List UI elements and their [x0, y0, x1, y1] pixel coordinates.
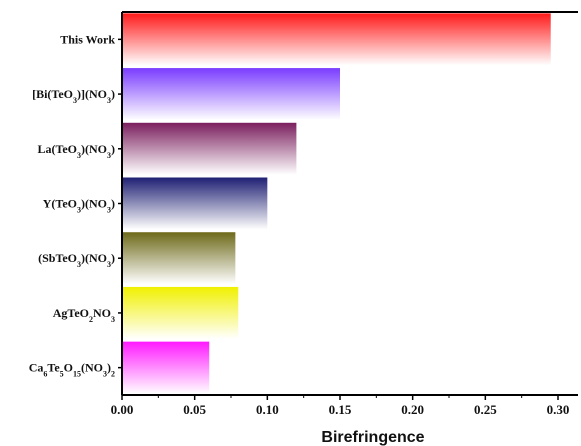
bar-1	[122, 68, 340, 121]
x-axis-title: Birefringence	[321, 429, 424, 446]
category-label-6: Ca6Te5O15(NO3)2	[29, 361, 115, 379]
bars-layer	[122, 13, 551, 394]
x-tick-label-6: 0.30	[547, 402, 570, 417]
category-label-3: Y(TeO3)(NO3)	[43, 197, 115, 215]
x-tick-label-4: 0.20	[401, 402, 424, 417]
category-label-2: La(TeO3)(NO3)	[37, 142, 115, 160]
category-label-0: This Work	[60, 32, 115, 46]
category-label-4: (SbTeO3)(NO3)	[38, 251, 115, 269]
category-labels: This Work [Bi(TeO3)](NO3) La(TeO3)(NO3) Y(T…	[29, 32, 116, 378]
x-tick-label-0: 0.00	[111, 402, 134, 417]
bar-5	[122, 286, 239, 339]
bar-2	[122, 122, 297, 175]
category-label-5: AgTeO2NO3	[53, 306, 115, 324]
x-tick-label-2: 0.10	[256, 402, 279, 417]
x-tick-label-1: 0.05	[183, 402, 206, 417]
x-tick-label-5: 0.25	[474, 402, 497, 417]
bar-0	[122, 13, 551, 66]
category-label-1: [Bi(TeO3)](NO3)	[32, 87, 115, 105]
bar-6	[122, 341, 210, 394]
bar-4	[122, 232, 236, 285]
x-axis-ticks: 0.00 0.05 0.10 0.15 0.20 0.25 0.30	[111, 395, 570, 417]
x-tick-label-3: 0.15	[329, 402, 352, 417]
bar-3	[122, 177, 268, 230]
plot-frame	[118, 11, 578, 396]
